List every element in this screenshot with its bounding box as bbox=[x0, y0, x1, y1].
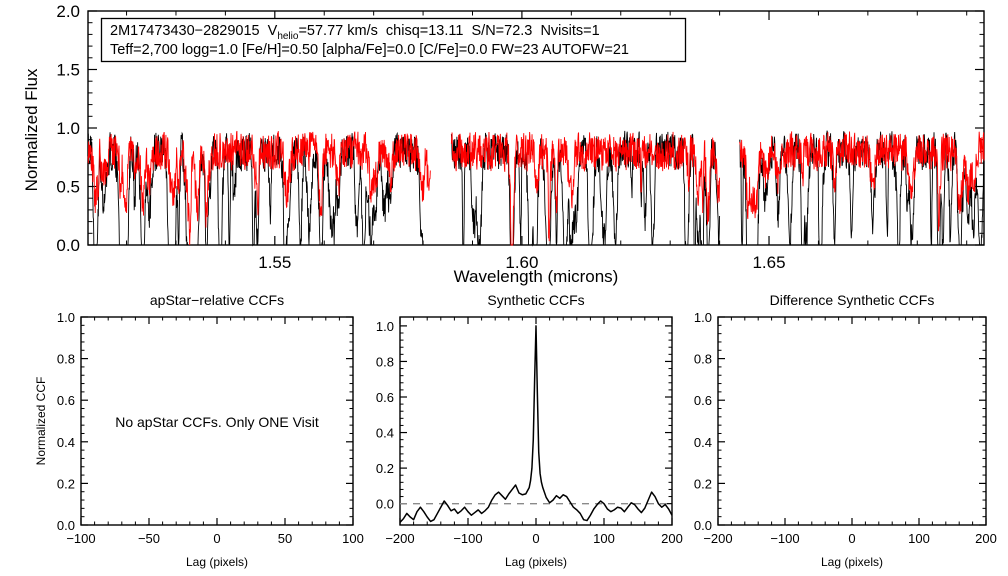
difference-ccf-axes bbox=[717, 316, 987, 526]
synthetic-ccf-xlabel: Lag (pixels) bbox=[505, 555, 567, 569]
apstar-ccf-ylabel: Normalized CCF bbox=[34, 377, 48, 466]
synthetic-ytick-2: 0.4 bbox=[376, 426, 394, 441]
synthetic-ytick-0: 0.0 bbox=[376, 497, 394, 512]
apstar-ytick-4: 0.8 bbox=[57, 352, 75, 367]
spectrum-ytick-1: 0.5 bbox=[56, 178, 80, 197]
difference-ytick-5: 1.0 bbox=[694, 310, 712, 325]
spectrum-ytick-3: 1.5 bbox=[56, 61, 80, 80]
difference-ccf-title: Difference Synthetic CCFs bbox=[770, 292, 935, 308]
spectrum-curves bbox=[87, 130, 985, 247]
spectrum-xtick-1: 1.60 bbox=[505, 253, 538, 272]
info-vhelio-subscript: helio bbox=[277, 31, 299, 42]
apstar-ccf-panel: 0.0 0.2 0.4 0.6 0.8 1.0 −100 −50 0 50 100 apStar−r… bbox=[34, 292, 364, 569]
info-snr: S/N=72.3 bbox=[472, 23, 533, 39]
info-vhelio-value: =57.77 km/s bbox=[298, 23, 377, 39]
apstar-ytick-2: 0.4 bbox=[57, 435, 75, 450]
spectrum-xtick-0: 1.55 bbox=[258, 253, 291, 272]
synthetic-xtick-0: −200 bbox=[385, 531, 414, 546]
synthetic-ytick-5: 1.0 bbox=[376, 319, 394, 334]
difference-ccf-tick-labels: 0.0 0.2 0.4 0.6 0.8 1.0 −200 −100 0 100 200 bbox=[694, 310, 997, 546]
apstar-ytick-1: 0.2 bbox=[57, 476, 75, 491]
difference-xtick-0: −200 bbox=[703, 531, 732, 546]
difference-ccf-xlabel: Lag (pixels) bbox=[821, 555, 883, 569]
spectrum-xlabel: Wavelength (microns) bbox=[454, 267, 619, 286]
difference-ytick-2: 0.4 bbox=[694, 435, 712, 450]
spectrum-ytick-2: 1.0 bbox=[56, 119, 80, 138]
spectrum-tick-labels: 0.0 0.5 1.0 1.5 2.0 1.55 1.60 1.65 bbox=[56, 2, 785, 272]
info-target: 2M17473430−2829015 bbox=[110, 23, 260, 39]
apstar-ccf-axes bbox=[80, 316, 354, 526]
info-nvisits: Nvisits=1 bbox=[540, 23, 599, 39]
difference-xtick-1: −100 bbox=[770, 531, 799, 546]
difference-xtick-2: 0 bbox=[848, 531, 855, 546]
synthetic-ytick-1: 0.2 bbox=[376, 461, 394, 476]
apstar-xtick-1: −50 bbox=[138, 531, 160, 546]
difference-ytick-3: 0.6 bbox=[694, 393, 712, 408]
synthetic-xtick-4: 200 bbox=[661, 531, 683, 546]
apstar-ytick-5: 1.0 bbox=[57, 310, 75, 325]
difference-xtick-3: 100 bbox=[908, 531, 930, 546]
synthetic-xtick-3: 100 bbox=[593, 531, 615, 546]
info-box: 2M17473430−2829015 Vhelio=57.77 km/s chi… bbox=[100, 17, 687, 63]
difference-xtick-4: 200 bbox=[975, 531, 997, 546]
apstar-ccf-xlabel: Lag (pixels) bbox=[186, 555, 248, 569]
synthetic-ccf-tick-labels: 0.0 0.2 0.4 0.6 0.8 1.0 −200 −100 0 100 200 bbox=[376, 319, 683, 546]
apstar-ytick-0: 0.0 bbox=[57, 518, 75, 533]
synthetic-ccf-curve bbox=[399, 325, 673, 523]
apstar-xtick-4: 100 bbox=[342, 531, 364, 546]
difference-ccf-panel: 0.0 0.2 0.4 0.6 0.8 1.0 −200 −100 0 100 200 Differ… bbox=[694, 292, 997, 569]
synthetic-spectrum-line bbox=[87, 130, 985, 246]
apstar-ccf-tick-labels: 0.0 0.2 0.4 0.6 0.8 1.0 −100 −50 0 50 100 bbox=[57, 310, 364, 546]
apstar-xtick-2: 0 bbox=[213, 531, 220, 546]
spectrum-ytick-0: 0.0 bbox=[56, 236, 80, 255]
synthetic-ccf-panel: 0.0 0.2 0.4 0.6 0.8 1.0 −200 −100 0 100 200 Synthe… bbox=[376, 292, 683, 569]
apstar-xtick-0: −100 bbox=[66, 531, 95, 546]
synthetic-xtick-2: 0 bbox=[532, 531, 539, 546]
apstar-xtick-3: 50 bbox=[278, 531, 292, 546]
apstar-ytick-3: 0.6 bbox=[57, 393, 75, 408]
info-box-frame bbox=[100, 17, 687, 63]
spectrum-ytick-4: 2.0 bbox=[56, 2, 80, 21]
spectrum-ylabel: Normalized Flux bbox=[22, 68, 41, 191]
synthetic-ytick-3: 0.6 bbox=[376, 390, 394, 405]
synthetic-ccf-title: Synthetic CCFs bbox=[487, 292, 584, 308]
synthetic-ytick-4: 0.8 bbox=[376, 354, 394, 369]
info-line-2: Teff=2,700 logg=1.0 [Fe/H]=0.50 [alpha/F… bbox=[110, 42, 629, 58]
apstar-ccf-message: No apStar CCFs. Only ONE Visit bbox=[115, 414, 319, 430]
info-vhelio-label: V bbox=[268, 23, 278, 39]
spectrum-panel: 0.0 0.5 1.0 1.5 2.0 1.55 1.60 1.65 Normalized F… bbox=[22, 2, 985, 286]
spectrum-xtick-2: 1.65 bbox=[752, 253, 785, 272]
apstar-ccf-title: apStar−relative CCFs bbox=[150, 292, 284, 308]
difference-ytick-4: 0.8 bbox=[694, 352, 712, 367]
synthetic-ccf-axes bbox=[399, 316, 673, 526]
info-line-1: 2M17473430−2829015 Vhelio=57.77 km/s chi… bbox=[110, 23, 600, 42]
difference-ytick-0: 0.0 bbox=[694, 518, 712, 533]
synthetic-xtick-1: −100 bbox=[453, 531, 482, 546]
difference-ytick-1: 0.2 bbox=[694, 476, 712, 491]
info-chisq: chisq=13.11 bbox=[386, 23, 464, 39]
